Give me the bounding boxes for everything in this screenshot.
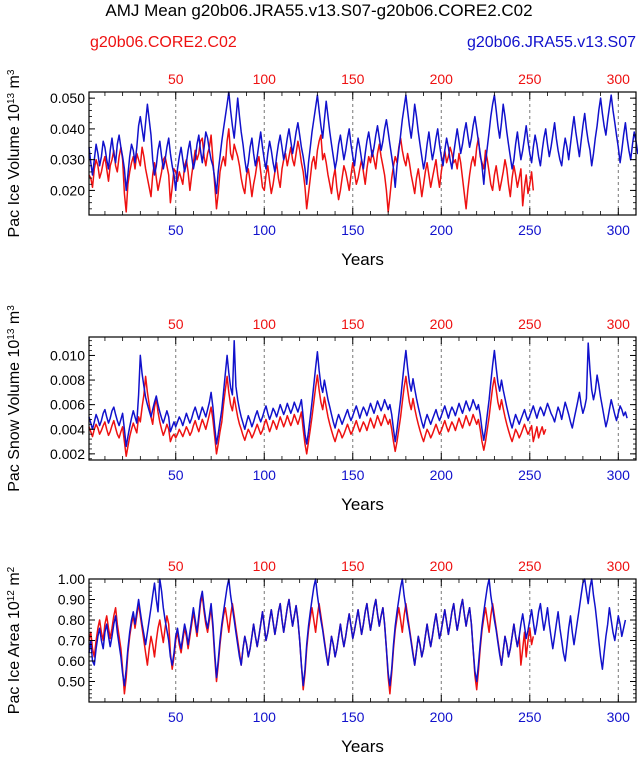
y-axis-label-unit-exponent: 2 (6, 566, 17, 572)
x-tick-label-bottom: 300 (607, 467, 631, 483)
y-tick-label: 0.006 (50, 397, 85, 413)
x-tick-label-bottom: 150 (341, 222, 365, 238)
axis-ticks: 0.020 0.030 0.040 0.050 50 50 100 100 150 150 200 2… (50, 71, 637, 238)
data-series (88, 578, 627, 695)
x-tick-label-bottom: 50 (168, 222, 184, 238)
panel-snow-volume: 0.002 0.004 0.006 0.008 0.010 50 50 100 100 150 15… (6, 305, 637, 514)
axis-ticks: 0.50 0.60 0.70 0.80 0.90 1.00 50 50 100 100 150 150… (58, 558, 637, 725)
y-tick-label: 0.020 (50, 182, 85, 198)
x-tick-label-top: 50 (168, 316, 184, 332)
y-tick-label: 0.004 (50, 421, 85, 437)
data-series (88, 91, 638, 213)
series-line-jra55 (88, 91, 638, 195)
x-tick-label-bottom: 200 (430, 709, 454, 725)
legend-core2: g20b06.CORE2.C02 (90, 34, 237, 51)
x-tick-label-top: 100 (253, 316, 277, 332)
y-tick-label: 1.00 (58, 571, 85, 587)
y-tick-label: 0.040 (50, 121, 85, 137)
x-tick-label-top: 250 (518, 316, 542, 332)
x-tick-label-bottom: 200 (430, 467, 454, 483)
plot-frame (88, 336, 637, 461)
grid-lines (175, 579, 619, 702)
x-axis-label: Years (341, 250, 384, 269)
x-tick-label-bottom: 150 (341, 709, 365, 725)
axis-ticks: 0.002 0.004 0.006 0.008 0.010 50 50 100 100 150 15… (50, 316, 637, 483)
x-tick-label-bottom: 250 (518, 222, 542, 238)
y-axis-label-exponent: 12 (6, 590, 17, 602)
x-tick-label-bottom: 250 (518, 709, 542, 725)
series-line-jra55 (88, 578, 627, 687)
x-tick-label-bottom: 100 (253, 222, 277, 238)
x-tick-label-top: 150 (341, 558, 365, 574)
x-tick-label-top: 300 (607, 71, 631, 87)
y-axis-label-unit-exponent: 3 (6, 305, 17, 311)
x-tick-label-bottom: 100 (253, 467, 277, 483)
y-tick-label: 0.60 (58, 653, 85, 669)
y-tick-label: 0.90 (58, 592, 85, 608)
y-axis-label: Pac Ice Area 1012 m2 (6, 566, 24, 714)
x-tick-label-bottom: 200 (430, 222, 454, 238)
y-axis-label-main: Pac Ice Area 10 (6, 601, 23, 714)
y-tick-label: 0.70 (58, 633, 85, 649)
y-axis-label-unit-exponent: 3 (6, 69, 17, 75)
data-series (88, 339, 628, 458)
x-tick-label-top: 150 (341, 316, 365, 332)
x-tick-label-top: 200 (430, 71, 454, 87)
x-tick-label-top: 250 (518, 71, 542, 87)
x-tick-label-top: 100 (253, 558, 277, 574)
x-tick-label-top: 200 (430, 316, 454, 332)
x-tick-label-bottom: 250 (518, 467, 542, 483)
x-tick-label-top: 300 (607, 316, 631, 332)
y-axis-label-unit: m (6, 75, 23, 88)
y-tick-label: 0.80 (58, 612, 85, 628)
y-tick-label: 0.050 (50, 90, 85, 106)
x-tick-label-top: 50 (168, 71, 184, 87)
panel-ice-volume: 0.020 0.030 0.040 0.050 50 50 100 100 150 150 200 2… (6, 69, 638, 269)
y-axis-label: Pac Snow Volume 1013 m3 (6, 305, 24, 492)
y-axis-label-exponent: 13 (6, 328, 17, 340)
y-axis-label-main: Pac Ice Volume 10 (6, 104, 23, 238)
x-tick-label-bottom: 100 (253, 709, 277, 725)
x-tick-label-top: 300 (607, 558, 631, 574)
y-axis-label: Pac Ice Volume 1013 m3 (6, 69, 24, 237)
x-tick-label-bottom: 50 (168, 467, 184, 483)
figure-title: AMJ Mean g20b06.JRA55.v13.S07-g20b06.COR… (105, 1, 532, 20)
x-axis-label: Years (341, 495, 384, 514)
y-axis-label-main: Pac Snow Volume 10 (6, 340, 23, 492)
y-axis-label-exponent: 13 (6, 92, 17, 104)
x-tick-label-top: 100 (253, 71, 277, 87)
series-line-jra55 (88, 339, 628, 448)
legend-jra55: g20b06.JRA55.v13.S07 (467, 34, 636, 51)
y-axis-label-unit: m (6, 311, 23, 324)
y-tick-label: 0.50 (58, 674, 85, 690)
x-tick-label-top: 50 (168, 558, 184, 574)
x-axis-label: Years (341, 737, 384, 756)
x-tick-label-top: 200 (430, 558, 454, 574)
x-tick-label-bottom: 300 (607, 222, 631, 238)
y-tick-label: 0.030 (50, 152, 85, 168)
x-tick-label-top: 150 (341, 71, 365, 87)
y-tick-label: 0.008 (50, 372, 85, 388)
series-line-core2 (88, 374, 547, 458)
y-tick-label: 0.002 (50, 446, 85, 462)
panel-ice-area: 0.50 0.60 0.70 0.80 0.90 1.00 50 50 100 100 150 150… (6, 558, 637, 756)
x-tick-label-bottom: 150 (341, 467, 365, 483)
grid-lines (175, 92, 619, 215)
x-tick-label-bottom: 300 (607, 709, 631, 725)
x-tick-label-bottom: 50 (168, 709, 184, 725)
y-tick-label: 0.010 (50, 347, 85, 363)
x-tick-label-top: 250 (518, 558, 542, 574)
grid-lines (175, 337, 619, 460)
y-axis-label-unit: m (6, 572, 23, 585)
